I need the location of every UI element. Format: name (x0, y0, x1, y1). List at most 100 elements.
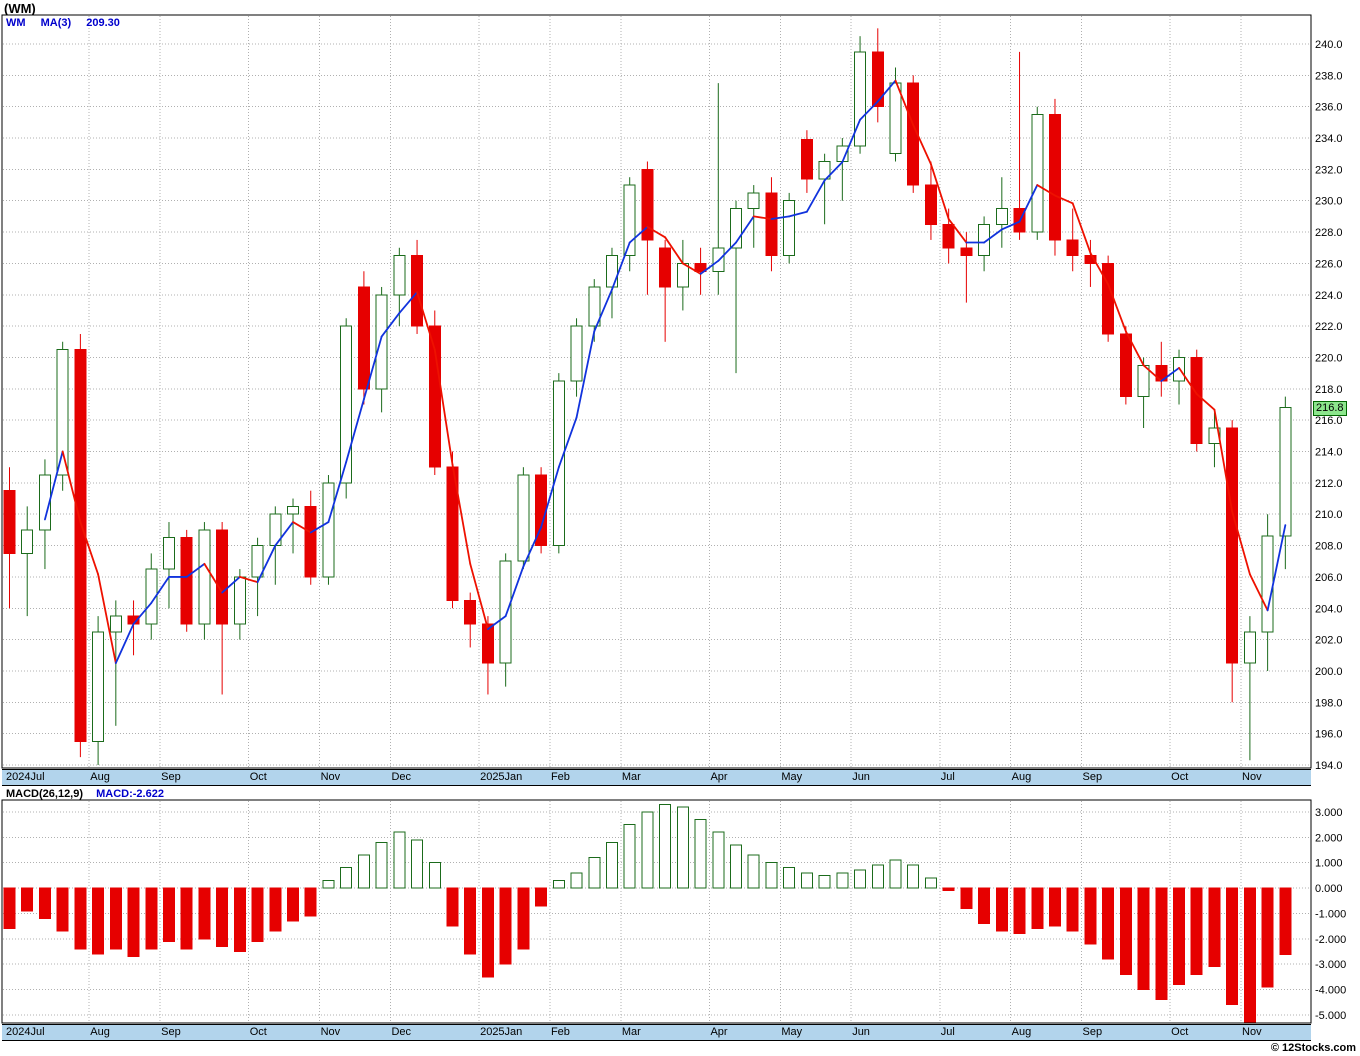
candle-body (1084, 255, 1097, 264)
candle-body (233, 576, 246, 625)
candle-body (907, 82, 920, 186)
macd-bar-positive (623, 824, 636, 889)
candle-body (1031, 114, 1044, 233)
price-tick-label: 226.0 (1315, 258, 1343, 270)
month-label: Jun (852, 1026, 870, 1038)
price-tick-label: 202.0 (1315, 635, 1343, 647)
macd-indicator-label: MACD(26,12,9) (6, 788, 84, 800)
macd-bar-negative (233, 887, 246, 952)
ma-segment (1054, 194, 1074, 205)
legend-symbol: WM (6, 17, 26, 29)
candle-body (481, 623, 494, 664)
macd-tick-label: -2.000 (1315, 934, 1346, 946)
macd-bar-positive (322, 879, 335, 889)
macd-bar-negative (481, 887, 494, 978)
candle-body (783, 200, 796, 257)
price-tick-label: 196.0 (1315, 729, 1343, 741)
macd-tick-label: 2.000 (1315, 832, 1343, 844)
ma-segment (433, 348, 454, 466)
candle-body (393, 255, 406, 296)
ma-segment (752, 215, 773, 220)
macd-bar-negative (216, 887, 229, 947)
ma-segment (557, 416, 578, 469)
ma-segment (1107, 283, 1127, 333)
macd-bar-negative (446, 887, 459, 927)
candle-body (3, 490, 16, 554)
macd-bar-positive (747, 854, 760, 889)
month-label: 2025Jan (480, 771, 523, 783)
month-label: Jul (940, 771, 955, 783)
macd-bar-positive (676, 806, 689, 889)
candle-body (109, 615, 122, 633)
price-tick-label: 216.0 (1315, 415, 1343, 427)
month-label: Aug (1011, 1026, 1032, 1038)
macd-bar-negative (960, 887, 973, 909)
ma-segment (788, 210, 808, 218)
ma-segment (894, 79, 915, 126)
candle-body (287, 505, 300, 515)
macd-bar-negative (1173, 887, 1186, 985)
ma-segment (345, 398, 365, 463)
candle-body (765, 192, 778, 257)
ma-segment (681, 262, 702, 275)
macd-bar-negative (1013, 887, 1026, 935)
month-label: Sep (161, 1026, 181, 1038)
candle-body (1102, 262, 1115, 335)
ma-segment (806, 179, 826, 213)
macd-axis-labels: 3.000 2.000 1.000 0.000 -1.000 -2.000 -3.000 -4… (1315, 807, 1346, 1022)
ma-segment (327, 461, 348, 523)
candle-body (1261, 535, 1274, 633)
macd-bar-positive (907, 864, 920, 889)
ma-segment (274, 521, 294, 547)
candle-body (605, 255, 618, 288)
macd-bar-positive (871, 864, 884, 889)
candle-body (304, 505, 317, 578)
price-tick-label: 200.0 (1315, 666, 1343, 678)
candle-body (375, 294, 388, 390)
price-tick-label: 210.0 (1315, 509, 1343, 521)
price-grid (3, 16, 1310, 767)
macd-bar-negative (995, 887, 1008, 932)
macd-bar-negative (56, 887, 69, 932)
ma-segment (416, 291, 436, 351)
macd-bar-positive (552, 879, 565, 889)
candle-body (995, 208, 1008, 225)
ma-segment (362, 335, 383, 401)
price-legend: WM MA(3) 209.30 (6, 17, 132, 29)
price-tick-label: 214.0 (1315, 447, 1343, 459)
ma-segment (150, 576, 170, 604)
macd-bar-negative (162, 887, 175, 942)
month-label: Dec (391, 771, 412, 783)
month-label: Sep (1082, 771, 1103, 783)
macd-bar-positive (641, 811, 654, 889)
month-label: Aug (90, 771, 110, 783)
candle-body (712, 247, 725, 272)
ma-segment (238, 576, 259, 584)
ma-segment (132, 602, 153, 625)
ma-segment (61, 450, 82, 523)
macd-bar-positive (800, 872, 813, 889)
macd-tick-label: -5.000 (1315, 1010, 1346, 1022)
month-label: Mar (621, 1026, 641, 1038)
candle-body (978, 223, 991, 257)
candle-body (38, 474, 51, 531)
month-label: Nov (1242, 771, 1262, 783)
ma-segment (611, 241, 631, 291)
macd-bar-positive (730, 844, 743, 889)
macd-bar-negative (198, 887, 211, 940)
macd-bar-positive (393, 831, 406, 889)
candle-body (1190, 356, 1203, 445)
macd-bar-positive (924, 877, 937, 889)
macd-bar-positive (889, 859, 902, 889)
ma-segment (1266, 524, 1287, 612)
candle-body (92, 631, 105, 742)
ma-segment (876, 79, 897, 103)
month-label: Apr (710, 771, 728, 783)
ma-segment (628, 225, 649, 244)
ma-segment (1195, 393, 1216, 411)
candle-body (216, 529, 229, 625)
candle-body (889, 82, 902, 155)
candle-body (357, 286, 370, 390)
ma-segment (469, 562, 489, 631)
macd-tick-label: 3.000 (1315, 807, 1343, 819)
